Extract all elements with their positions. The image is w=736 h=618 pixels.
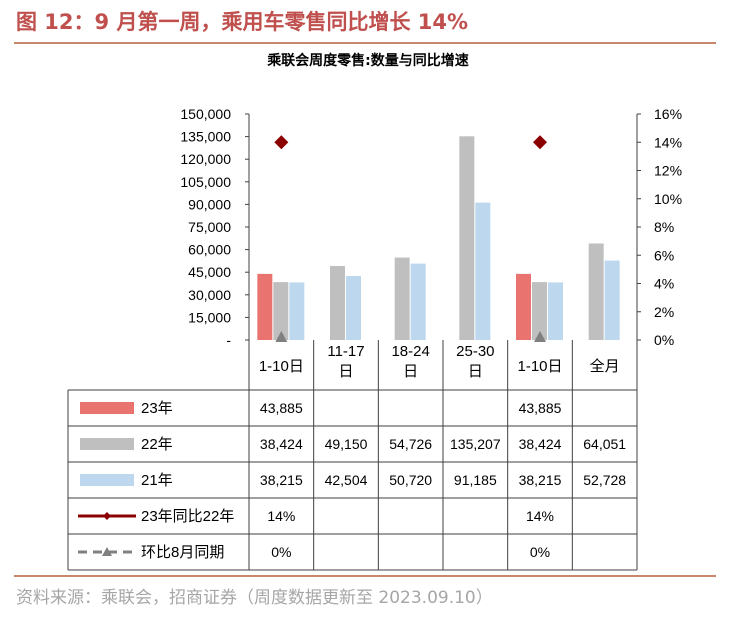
left-axis-tick-label: 150,000 <box>180 106 231 122</box>
bar-22 <box>273 282 289 340</box>
data-label: 38,215 <box>519 472 562 488</box>
left-axis-tick-label: 45,000 <box>188 264 231 280</box>
bar-21 <box>604 260 620 340</box>
yoy-diamond-marker <box>274 135 289 150</box>
legend-label: 22年 <box>141 436 173 453</box>
category-label: 日 <box>403 363 418 380</box>
left-axis-tick-label: 135,000 <box>180 129 231 145</box>
legend-label: 23年 <box>141 400 173 417</box>
category-label: 25-30 <box>456 343 494 360</box>
data-label: 50,720 <box>389 472 432 488</box>
bar-22 <box>588 243 604 340</box>
top-rule <box>14 42 716 44</box>
legend-label: 23年同比22年 <box>141 508 234 525</box>
right-axis-tick-label: 16% <box>654 106 682 122</box>
bar-23 <box>257 273 273 340</box>
category-label: 日 <box>338 363 353 380</box>
left-axis-tick-label: 105,000 <box>180 174 231 190</box>
legend-swatch-22年 <box>80 438 134 450</box>
bar-21 <box>289 282 305 340</box>
legend-swatch-21年 <box>80 474 134 486</box>
category-label: 全月 <box>590 357 620 375</box>
data-label: 43,885 <box>519 400 562 416</box>
bottom-rule <box>14 575 716 577</box>
data-label: 38,424 <box>519 436 562 452</box>
right-axis-tick-label: 10% <box>654 191 682 207</box>
right-axis-tick-label: 6% <box>654 247 674 263</box>
figure-title: 图 12：9 月第一周，乘用车零售同比增长 14% <box>16 10 469 34</box>
data-label: 38,424 <box>260 436 303 452</box>
mom-triangle-marker <box>534 331 546 342</box>
left-axis-tick-label: 120,000 <box>180 151 231 167</box>
bar-22 <box>394 257 410 340</box>
bar-23 <box>516 273 531 340</box>
left-axis-tick-label: 90,000 <box>188 196 231 212</box>
right-axis-tick-label: 4% <box>654 276 674 292</box>
data-label: 14% <box>267 508 295 524</box>
bar-21 <box>548 282 563 340</box>
data-label: 54,726 <box>389 436 432 452</box>
legend-swatch-23年 <box>80 402 134 414</box>
right-axis-tick-label: 2% <box>654 304 674 320</box>
category-label: 1-10日 <box>259 358 304 375</box>
left-axis-tick-label: 60,000 <box>188 242 231 258</box>
data-label: 38,215 <box>260 472 303 488</box>
data-label: 49,150 <box>325 436 368 452</box>
category-label: 11-17 <box>327 343 364 360</box>
legend-label: 环比8月同期 <box>141 544 224 561</box>
bar-21 <box>410 263 426 340</box>
bar-21 <box>346 275 361 340</box>
bar-22 <box>532 282 547 340</box>
data-label: 42,504 <box>325 472 368 488</box>
source-note: 资料来源：乘联会，招商证券（周度数据更新至 2023.09.10） <box>16 588 493 608</box>
data-label: 135,207 <box>450 436 501 452</box>
data-label: 43,885 <box>260 400 303 416</box>
data-label: 64,051 <box>583 436 626 452</box>
left-axis-tick-label: 30,000 <box>188 287 231 303</box>
yoy-diamond-marker <box>533 135 547 150</box>
legend-mom-triangle <box>102 547 112 556</box>
right-axis-tick-label: 14% <box>654 134 682 150</box>
data-label: 0% <box>271 544 291 560</box>
data-label: 52,728 <box>583 472 626 488</box>
category-label: 18-24 <box>391 343 429 360</box>
data-label: 91,185 <box>454 472 497 488</box>
data-label: 14% <box>526 508 554 524</box>
bar-22 <box>459 136 475 340</box>
category-label: 日 <box>468 363 483 380</box>
left-axis-tick-label: 75,000 <box>188 219 231 235</box>
right-axis-tick-label: 8% <box>654 219 674 235</box>
legend-label: 21年 <box>141 472 173 489</box>
chart-title: 乘联会周度零售:数量与同比增速 <box>267 53 469 69</box>
left-axis-tick-label: 15,000 <box>188 309 231 325</box>
bar-22 <box>330 265 345 340</box>
right-axis-tick-label: 0% <box>654 332 674 348</box>
legend-yoy-diamond <box>103 512 111 520</box>
bar-21 <box>475 202 491 340</box>
right-axis-tick-label: 12% <box>654 163 682 179</box>
left-axis-tick-label: - <box>226 332 231 348</box>
category-label: 1-10日 <box>517 358 562 375</box>
data-label: 0% <box>530 544 550 560</box>
mom-triangle-marker <box>275 331 288 342</box>
